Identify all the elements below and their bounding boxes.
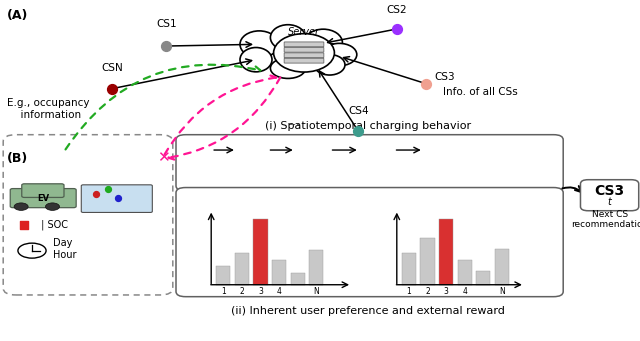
Ellipse shape (304, 29, 342, 56)
FancyBboxPatch shape (284, 42, 324, 47)
Point (353, 129, 364, 134)
Text: (A): (A) (6, 9, 28, 21)
Text: CS1: CS1 (191, 145, 212, 155)
Text: 3: 3 (444, 287, 449, 296)
FancyBboxPatch shape (176, 188, 563, 297)
Text: Reward: Reward (378, 231, 387, 264)
FancyBboxPatch shape (284, 53, 324, 58)
Text: t−3: t−3 (303, 178, 324, 188)
Text: (ii) Inherent user preference and external reward: (ii) Inherent user preference and extern… (231, 306, 505, 316)
Text: CS: CS (353, 286, 365, 295)
Text: ...: ... (289, 115, 300, 128)
Bar (476, 271, 490, 285)
Text: CS2: CS2 (387, 5, 407, 15)
Circle shape (45, 203, 60, 210)
FancyBboxPatch shape (580, 180, 639, 211)
Text: CS2: CS2 (431, 145, 452, 155)
Text: CS4: CS4 (348, 106, 369, 116)
Ellipse shape (274, 34, 334, 72)
Text: 1: 1 (221, 287, 226, 296)
Text: (B): (B) (6, 152, 28, 165)
Text: 1: 1 (406, 287, 412, 296)
Text: 2: 2 (239, 287, 244, 296)
Bar (272, 260, 286, 285)
Text: N: N (499, 287, 504, 296)
FancyBboxPatch shape (10, 189, 76, 208)
Point (113, 196, 124, 201)
FancyBboxPatch shape (284, 47, 324, 52)
Text: 4: 4 (462, 287, 467, 296)
Text: t−2: t−2 (367, 178, 388, 188)
Text: CSN: CSN (101, 63, 123, 73)
Bar (495, 249, 509, 285)
Text: CS: CS (526, 286, 538, 295)
Text: ✕: ✕ (157, 150, 170, 165)
Ellipse shape (240, 47, 272, 72)
Circle shape (18, 243, 46, 258)
Text: ···: ··· (499, 259, 509, 269)
Text: N: N (314, 287, 319, 296)
Text: | SOC: | SOC (38, 220, 68, 230)
Text: t−1: t−1 (431, 178, 452, 188)
Ellipse shape (322, 43, 357, 66)
Text: Server: Server (288, 27, 320, 37)
Text: E.g., occupancy
  information: E.g., occupancy information (7, 98, 89, 120)
Text: CS2: CS2 (303, 145, 324, 155)
Bar (439, 219, 453, 285)
Circle shape (14, 203, 28, 210)
Point (161, 43, 172, 49)
FancyBboxPatch shape (284, 58, 324, 63)
Bar (291, 273, 305, 285)
Bar (253, 219, 268, 285)
Point (420, 81, 431, 86)
Text: t: t (607, 197, 612, 207)
FancyBboxPatch shape (176, 135, 563, 191)
Text: Preference: Preference (193, 223, 202, 271)
Bar (402, 253, 416, 285)
Text: CS3: CS3 (367, 145, 388, 155)
Point (102, 187, 113, 192)
Ellipse shape (270, 25, 306, 50)
Text: CS3: CS3 (595, 183, 625, 198)
Text: EV: EV (38, 194, 49, 203)
Text: ···: ··· (315, 259, 325, 269)
Ellipse shape (240, 31, 278, 58)
Point (392, 26, 402, 32)
Point (107, 86, 117, 91)
Ellipse shape (270, 58, 306, 78)
Bar (235, 253, 249, 285)
Point (91, 192, 101, 197)
Text: CS3: CS3 (435, 72, 455, 82)
Text: (i) Spatiotemporal charging behavior: (i) Spatiotemporal charging behavior (265, 121, 471, 131)
Text: Info. of all CSs: Info. of all CSs (443, 87, 517, 97)
Text: 3: 3 (258, 287, 263, 296)
Text: t−k: t−k (191, 178, 212, 188)
Bar (216, 266, 230, 285)
Text: Day
Hour: Day Hour (53, 238, 77, 260)
Ellipse shape (314, 55, 345, 75)
Text: Next CS
recommendation: Next CS recommendation (571, 210, 640, 229)
Bar (458, 260, 472, 285)
Bar (420, 238, 435, 285)
Text: 2: 2 (425, 287, 430, 296)
Text: CS1: CS1 (156, 19, 177, 29)
Point (19, 222, 29, 228)
Text: 4: 4 (276, 287, 282, 296)
FancyBboxPatch shape (81, 185, 152, 212)
Bar (309, 250, 323, 285)
FancyBboxPatch shape (22, 184, 64, 197)
Text: ···: ··· (248, 145, 258, 155)
